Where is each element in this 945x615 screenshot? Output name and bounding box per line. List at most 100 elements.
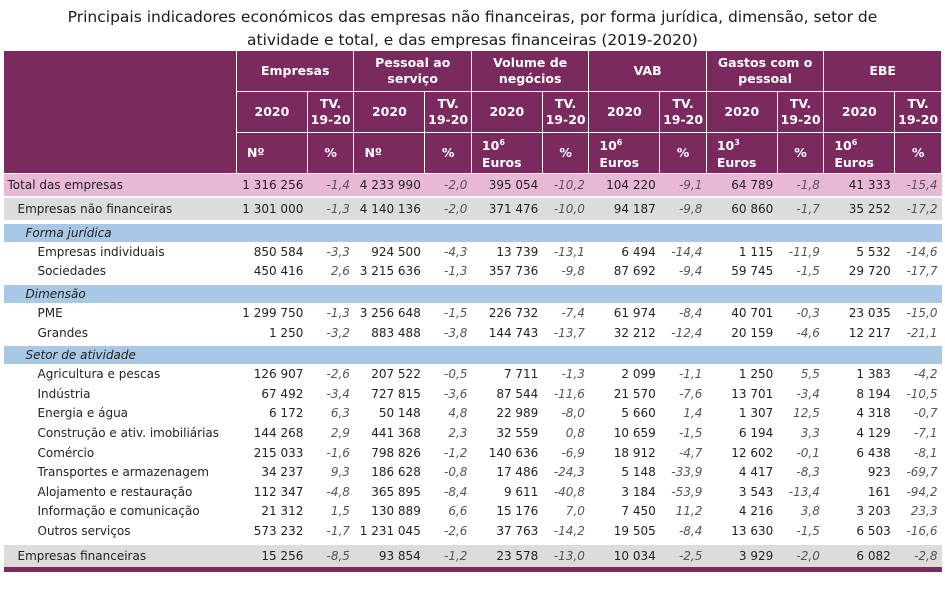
group-fill bbox=[777, 220, 824, 242]
table-row: Informação e comunicação 21 312 1,5 130 889… bbox=[4, 502, 942, 522]
header-year: 2020 bbox=[353, 91, 426, 133]
rate-cell: -7,4 bbox=[561, 305, 585, 320]
value-cell: 727 815 bbox=[371, 386, 421, 401]
rate-cell: 2,9 bbox=[330, 425, 350, 440]
rate-cell: 3,3 bbox=[800, 425, 820, 440]
unit-exponent: 6 bbox=[851, 138, 858, 148]
unit-currency: Euros bbox=[481, 154, 522, 170]
header-tv: TV. 19-20 bbox=[306, 91, 355, 133]
value-cell: 4 318 bbox=[856, 406, 891, 421]
header-unit: 106 Euros bbox=[588, 132, 661, 174]
rate-cell: -0,1 bbox=[796, 445, 820, 460]
value-cell: 7 450 bbox=[621, 504, 656, 519]
header-unit-pct: % bbox=[306, 132, 355, 174]
header-group: Pessoal ao serviço bbox=[353, 50, 472, 92]
rate-cell: -3,2 bbox=[326, 325, 350, 340]
value-cell: 15 176 bbox=[496, 504, 539, 519]
value-cell: 9 611 bbox=[503, 484, 539, 499]
rate-cell: -8,3 bbox=[796, 465, 820, 480]
header-corner bbox=[3, 50, 237, 174]
row-label: Alojamento e restauração bbox=[37, 484, 193, 499]
group-fill bbox=[588, 281, 660, 304]
header-tv: TV. 19-20 bbox=[894, 91, 942, 133]
rate-cell: -0,8 bbox=[444, 465, 468, 480]
value-cell: 10 659 bbox=[613, 425, 656, 440]
value-cell: 21 570 bbox=[613, 386, 656, 401]
rate-cell: -16,6 bbox=[906, 523, 938, 538]
header-unit-pct: % bbox=[894, 132, 942, 174]
header-unit-pct: % bbox=[659, 132, 707, 174]
value-cell: 6 172 bbox=[268, 406, 304, 421]
rate-cell: -8,4 bbox=[678, 305, 703, 320]
rate-cell: -10,2 bbox=[542, 173, 589, 197]
value-cell: 13 739 bbox=[496, 244, 539, 259]
header-group: Volume de negócios bbox=[470, 50, 590, 92]
header-unit-pct: % bbox=[424, 132, 472, 174]
rate-cell: -3,6 bbox=[444, 386, 468, 401]
value-cell: 40 701 bbox=[731, 305, 774, 320]
group-fill bbox=[542, 220, 589, 242]
group-fill bbox=[353, 220, 425, 242]
indicators-table: Empresas Pessoal ao serviço Volume de negó… bbox=[3, 50, 942, 572]
group-fill bbox=[588, 342, 660, 365]
rate-cell: -69,7 bbox=[906, 465, 938, 480]
value-cell: 32 212 bbox=[613, 325, 656, 340]
header-group: VAB bbox=[588, 50, 707, 92]
row-label: Sociedades bbox=[37, 264, 107, 279]
table-body: Total das empresas 1 316 256 -1,4 4 233 990… bbox=[3, 173, 942, 572]
row-label: Agricultura e pescas bbox=[37, 367, 161, 382]
table-title: Principais indicadores económicos das em… bbox=[0, 0, 945, 50]
rate-cell: -8,1 bbox=[914, 445, 938, 460]
group-fill bbox=[236, 220, 308, 242]
rate-cell: -4,8 bbox=[326, 484, 350, 499]
rate-cell: 5,5 bbox=[800, 367, 820, 382]
rate-cell: -21,1 bbox=[906, 325, 938, 340]
value-cell: 371 476 bbox=[471, 196, 543, 222]
rate-cell: -0,3 bbox=[796, 305, 820, 320]
rate-cell: -1,2 bbox=[424, 540, 472, 572]
table-row: Transportes e armazenagem 34 237 9,3 186 62… bbox=[4, 462, 942, 482]
unit-currency: Euros bbox=[716, 154, 757, 170]
group-fill bbox=[706, 220, 778, 242]
row-label: Empresas financeiras bbox=[3, 540, 237, 572]
value-cell: 1 299 750 bbox=[242, 305, 304, 320]
group-fill bbox=[236, 342, 308, 365]
value-cell: 226 732 bbox=[488, 305, 539, 320]
table-row: Energia e água 6 172 6,3 50 148 4,8 22 989 -8,… bbox=[4, 404, 942, 424]
value-cell: 112 347 bbox=[253, 484, 304, 499]
group-fill bbox=[823, 220, 895, 242]
value-cell: 1 115 bbox=[738, 244, 774, 259]
rate-cell: -4,7 bbox=[678, 445, 703, 460]
value-cell: 923 bbox=[867, 465, 891, 480]
rate-cell: -15,0 bbox=[906, 305, 938, 320]
value-cell: 35 252 bbox=[823, 196, 895, 222]
group-fill bbox=[706, 281, 778, 304]
group-label: Setor de atividade bbox=[3, 342, 237, 365]
rate-cell: 6,6 bbox=[448, 504, 468, 519]
group-fill bbox=[307, 220, 354, 242]
rate-cell: -1,5 bbox=[444, 305, 468, 320]
group-fill bbox=[894, 281, 942, 304]
header-group: Gastos com o pessoal bbox=[705, 50, 825, 92]
section-setor-atividade: Setor de atividade bbox=[3, 342, 942, 365]
rate-cell: -8,4 bbox=[678, 523, 703, 538]
title-line-2: atividade e total, e das empresas financ… bbox=[247, 31, 698, 49]
rate-cell: -40,8 bbox=[553, 484, 585, 499]
rate-cell: -1,3 bbox=[307, 196, 354, 222]
rate-cell: -3,4 bbox=[326, 386, 350, 401]
header-tv: TV. 19-20 bbox=[776, 91, 825, 133]
group-fill bbox=[706, 342, 778, 365]
header-year: 2020 bbox=[823, 91, 896, 133]
header-year: 2020 bbox=[588, 91, 661, 133]
section-dimensao: Dimensão bbox=[3, 281, 942, 304]
value-cell: 61 974 bbox=[613, 305, 656, 320]
value-cell: 5 148 bbox=[621, 465, 656, 480]
value-cell: 93 854 bbox=[353, 540, 425, 572]
header-tv: TV. 19-20 bbox=[659, 91, 707, 133]
value-cell: 924 500 bbox=[371, 244, 421, 259]
value-cell: 23 578 bbox=[471, 540, 543, 572]
rate-cell: -1,3 bbox=[561, 367, 585, 382]
rate-cell: -10,5 bbox=[906, 386, 938, 401]
rate-cell: -1,3 bbox=[326, 305, 350, 320]
group-fill bbox=[777, 342, 824, 365]
